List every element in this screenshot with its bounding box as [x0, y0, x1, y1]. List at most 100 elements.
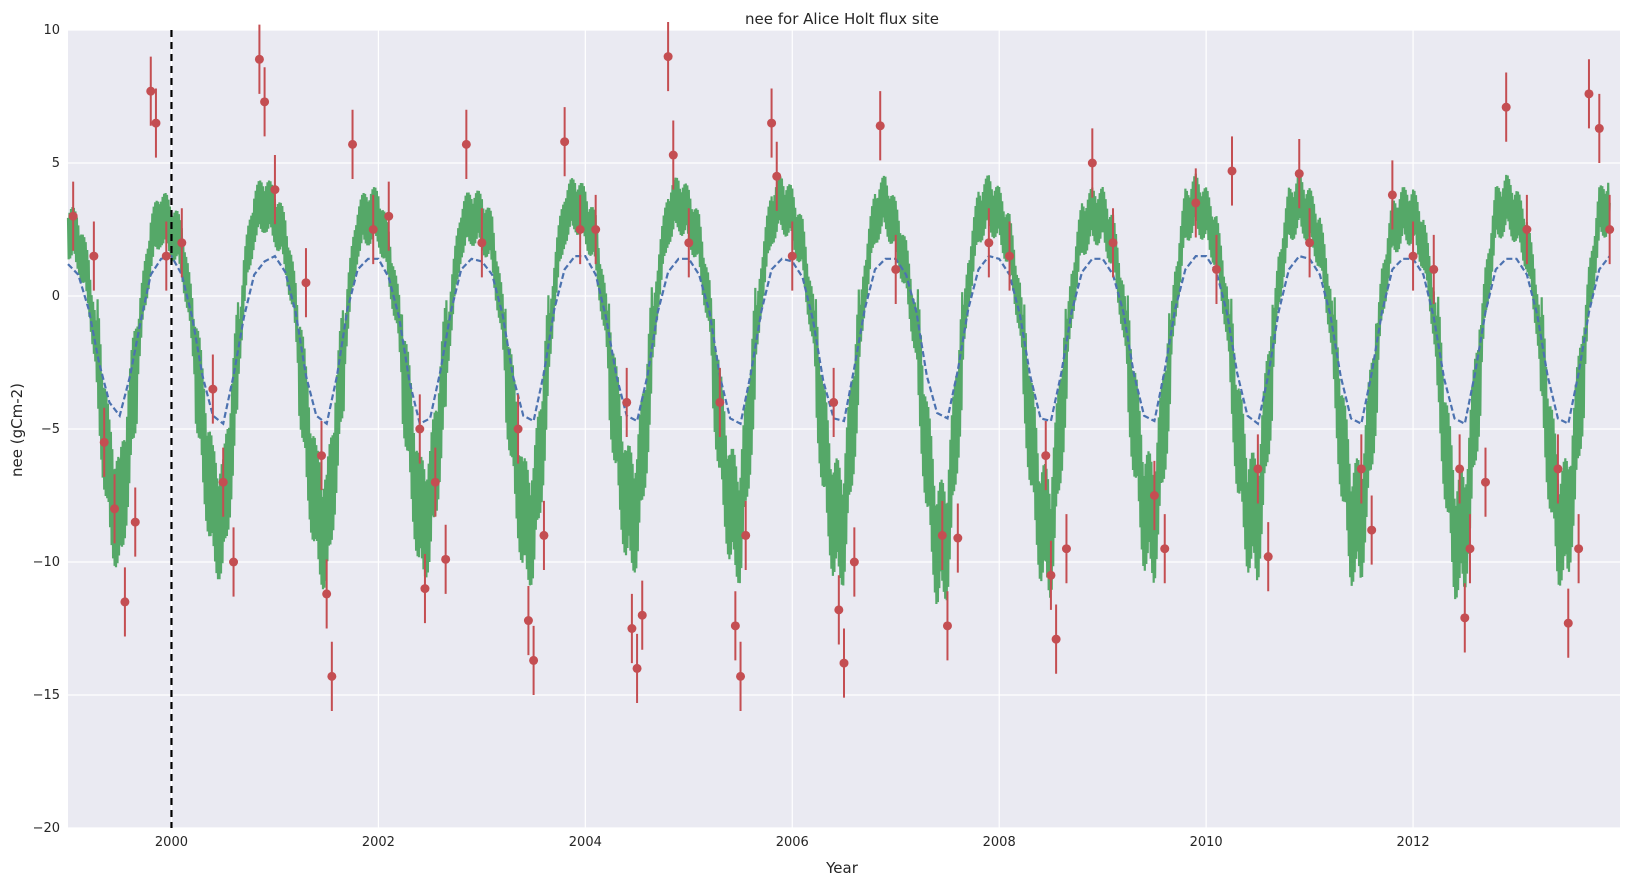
y-axis-label: nee (gCm-2): [8, 383, 26, 477]
x-tick-label: 2000: [155, 835, 188, 850]
tick-labels: −20 −15 −10 −5 0 5 10 2000 2002 2004 2006 2008 2010 2…: [33, 23, 1430, 850]
y-tick-label: 10: [43, 23, 60, 38]
series-blue-dashed-line: [67, 254, 1611, 426]
y-tick-label: 5: [52, 156, 60, 171]
data-point: [384, 211, 394, 221]
data-point: [875, 121, 885, 131]
data-point: [1480, 477, 1490, 487]
data-point: [1429, 264, 1439, 274]
data-point: [715, 397, 725, 407]
data-point: [942, 621, 952, 631]
data-point: [110, 504, 120, 514]
data-point: [1367, 525, 1377, 535]
x-tick-label: 2012: [1397, 835, 1430, 850]
data-point: [953, 533, 963, 543]
data-point: [1191, 198, 1201, 208]
data-point: [99, 437, 109, 447]
data-point: [89, 251, 99, 261]
data-point: [322, 589, 332, 599]
data-point: [348, 139, 358, 149]
data-point: [1149, 491, 1159, 500]
data-point: [787, 251, 797, 261]
data-point: [575, 225, 585, 234]
data-point: [1046, 570, 1056, 580]
data-point: [1408, 251, 1418, 261]
data-point: [1522, 225, 1532, 234]
data-point: [622, 397, 632, 407]
data-point: [327, 671, 337, 681]
data-point: [1108, 238, 1118, 248]
data-point: [1041, 451, 1051, 461]
data-point: [1553, 464, 1563, 474]
data-point: [1160, 544, 1170, 554]
data-point: [767, 118, 777, 128]
y-tick-label: −10: [33, 555, 60, 570]
data-point: [663, 52, 673, 62]
data-point: [591, 225, 601, 234]
data-point: [301, 278, 311, 288]
data-point: [736, 671, 746, 681]
data-point: [891, 264, 901, 274]
y-tick-label: −20: [33, 821, 60, 836]
data-point: [730, 621, 740, 631]
data-point: [146, 86, 156, 96]
data-point: [270, 185, 280, 195]
data-point: [684, 238, 694, 248]
data-point: [1460, 613, 1470, 623]
data-point: [415, 424, 425, 434]
data-point: [161, 251, 171, 261]
data-point: [1294, 169, 1304, 179]
data-point: [1584, 89, 1594, 99]
data-point: [1563, 618, 1573, 628]
y-tick-label: −5: [41, 422, 60, 437]
data-point: [668, 150, 678, 160]
data-point: [1387, 190, 1397, 200]
data-point: [560, 137, 570, 147]
series-green-line: [66, 173, 1611, 605]
data-point: [1253, 464, 1263, 474]
data-point: [461, 139, 471, 149]
data-point: [1305, 238, 1315, 248]
data-point: [254, 54, 264, 64]
data-point: [772, 171, 782, 181]
data-point: [260, 97, 270, 107]
data-point: [1605, 225, 1615, 234]
x-tick-label: 2006: [776, 835, 809, 850]
data-point: [151, 118, 161, 128]
data-point: [627, 624, 637, 633]
data-point: [984, 238, 994, 248]
x-axis-label: Year: [825, 859, 859, 877]
data-point: [316, 451, 326, 461]
data-point: [829, 397, 839, 407]
data-point: [441, 554, 451, 564]
x-tick-label: 2008: [983, 835, 1016, 850]
data-point: [368, 225, 378, 234]
data-point: [741, 530, 751, 540]
data-point: [1061, 544, 1071, 554]
data-point: [849, 557, 859, 567]
data-point: [513, 424, 523, 434]
data-point: [229, 557, 239, 567]
data-point: [1356, 464, 1366, 474]
data-point: [1051, 634, 1061, 644]
x-tick-label: 2002: [362, 835, 395, 850]
data-point: [937, 530, 947, 540]
data-point: [1594, 123, 1604, 133]
data-point: [834, 605, 844, 615]
series-layer: [66, 22, 1615, 711]
data-point: [1005, 251, 1015, 261]
y-tick-label: 0: [52, 289, 60, 304]
chart-title: nee for Alice Holt flux site: [745, 10, 939, 28]
data-point: [1211, 264, 1221, 274]
x-tick-label: 2010: [1190, 835, 1223, 850]
data-point: [1455, 464, 1465, 474]
data-point: [839, 658, 849, 668]
data-point: [632, 663, 642, 673]
x-tick-label: 2004: [569, 835, 602, 850]
data-point: [1574, 544, 1584, 554]
data-point: [523, 616, 533, 626]
data-point: [1087, 158, 1097, 168]
data-point: [477, 238, 487, 248]
